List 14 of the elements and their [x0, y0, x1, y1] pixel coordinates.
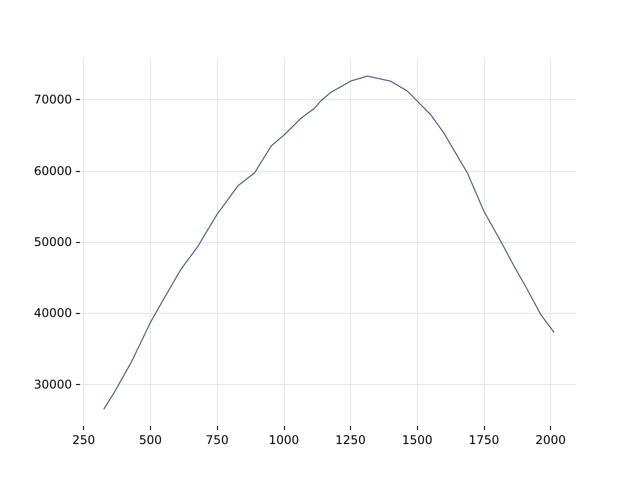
x-tick-label: 1750 — [468, 433, 500, 447]
x-tick-label: 1250 — [335, 433, 366, 447]
y-tick-label: 30000 — [34, 377, 72, 392]
x-tick-label: 2000 — [535, 433, 566, 447]
line-series — [103, 76, 555, 410]
x-tick-label: 1000 — [268, 433, 300, 447]
x-tick-label: 750 — [206, 433, 229, 447]
y-tick-label: 60000 — [34, 164, 72, 178]
x-tick-label: 1500 — [402, 433, 433, 447]
x-tick-label: 250 — [72, 433, 96, 447]
x-tick-label: 500 — [138, 433, 162, 447]
y-tick-label: 50000 — [34, 235, 72, 249]
y-tick-label: 40000 — [34, 306, 72, 320]
y-tick-label: 70000 — [34, 92, 72, 107]
